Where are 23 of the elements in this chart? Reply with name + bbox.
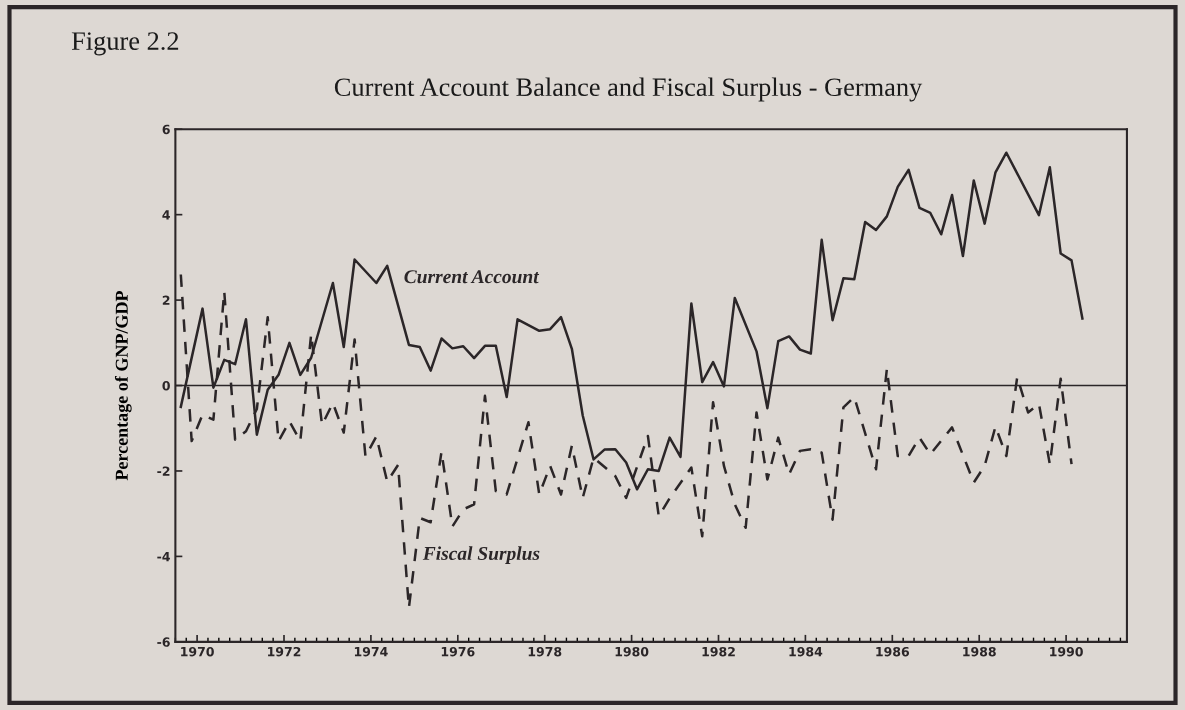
y-tick-label: -2: [157, 466, 170, 476]
y-tick-label: -4: [157, 552, 170, 562]
x-tick-label: 1982: [702, 646, 735, 657]
x-tick-label: 1976: [441, 646, 475, 657]
x-tick-label: 1970: [181, 646, 214, 657]
x-tick-label: 1990: [1050, 646, 1083, 657]
y-tick-label: 0: [162, 381, 170, 391]
y-tick-label: 4: [162, 210, 170, 220]
x-tick-label: 1986: [876, 646, 910, 657]
x-tick-label: 1974: [354, 646, 388, 657]
y-axis-title: Percentage of GNP/GDP: [114, 290, 132, 481]
x-tick-label: 1988: [963, 646, 996, 657]
chart-title: Current Account Balance and Fiscal Surplus - Germany: [334, 77, 923, 102]
x-tick-label: 1978: [528, 646, 562, 657]
series-label: Fiscal Surplus: [422, 546, 540, 564]
x-tick-label: 1972: [268, 646, 301, 657]
x-tick-label: 1980: [615, 646, 649, 657]
caption: Figure 2.2: [71, 32, 179, 56]
x-tick-label: 1984: [789, 646, 823, 657]
series-label: Current Account: [404, 270, 540, 284]
y-tick-label: 2: [162, 295, 170, 305]
y-tick-label: -6: [157, 637, 170, 647]
y-tick-label: 6: [162, 124, 170, 135]
